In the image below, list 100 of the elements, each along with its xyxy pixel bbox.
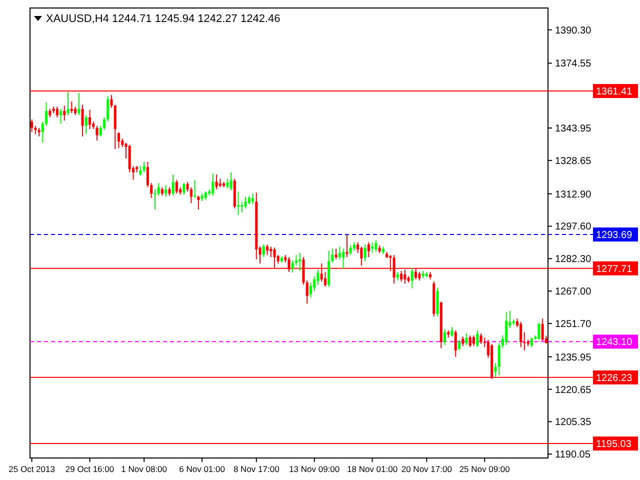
candlestick xyxy=(538,322,540,340)
candlestick xyxy=(313,276,316,292)
y-tick-label: 1282.30 xyxy=(555,254,592,266)
y-tick-label: 1297.60 xyxy=(555,222,592,233)
x-tick-label: 8 Nov 17:00 xyxy=(233,464,280,474)
candlestick xyxy=(240,202,244,214)
candlestick xyxy=(400,270,403,282)
y-tick-label: 1235.95 xyxy=(555,352,592,364)
candlestick xyxy=(164,184,168,198)
candlestick xyxy=(81,104,84,137)
candlestick xyxy=(324,271,326,288)
candlestick xyxy=(294,254,298,266)
candlestick xyxy=(505,312,508,346)
x-tick-label: 20 Nov 17:00 xyxy=(401,464,452,474)
candlestick xyxy=(252,193,254,205)
candlestick xyxy=(41,121,44,144)
candlestick xyxy=(182,182,186,196)
ref-line-label: 1226.23 xyxy=(596,372,633,384)
y-tick-label: 1390.30 xyxy=(555,25,592,36)
candlestick xyxy=(374,240,378,252)
candlestick xyxy=(78,92,80,116)
x-tick-label: 13 Nov 09:00 xyxy=(289,464,340,474)
candlestick xyxy=(175,179,178,194)
candlestick xyxy=(530,337,533,348)
candlestick xyxy=(462,336,464,347)
candlestick xyxy=(197,195,200,210)
candlestick xyxy=(338,246,341,260)
candlestick xyxy=(139,166,142,176)
candlestick xyxy=(194,179,196,198)
candlestick xyxy=(56,106,58,118)
candlestick xyxy=(230,172,232,191)
candlestick xyxy=(371,242,374,254)
candlestick xyxy=(476,330,479,348)
candlestick xyxy=(244,196,247,209)
candlestick xyxy=(84,114,88,135)
ref-line-label: 1277.71 xyxy=(596,264,633,275)
candlestick xyxy=(328,250,330,288)
candlestick xyxy=(70,100,73,114)
candlestick xyxy=(468,335,472,348)
candlestick xyxy=(215,174,218,190)
candlestick xyxy=(465,332,468,346)
ref-line-label: 1293.69 xyxy=(596,230,633,242)
candlestick xyxy=(30,118,34,133)
y-tick-label: 1374.55 xyxy=(555,58,592,70)
candlestick xyxy=(146,161,149,188)
y-tick-label: 1251.70 xyxy=(555,318,592,330)
candlestick xyxy=(480,332,482,345)
candlestick xyxy=(443,328,446,346)
candlestick xyxy=(212,172,214,196)
y-tick-label: 1267.00 xyxy=(555,286,592,298)
candlestick xyxy=(360,246,363,266)
candlestick xyxy=(454,330,457,358)
candlestick xyxy=(541,318,544,342)
candlestick xyxy=(237,191,240,216)
candlestick xyxy=(88,109,92,130)
candlestick xyxy=(450,326,454,338)
candlestick xyxy=(190,186,192,204)
x-tick-label: 25 Oct 2013 xyxy=(8,464,56,474)
candlestick xyxy=(436,287,439,317)
x-tick-label: 29 Oct 16:00 xyxy=(65,464,114,474)
y-tick-label: 1220.65 xyxy=(555,384,592,396)
candlestick xyxy=(342,248,345,270)
candlestick xyxy=(157,182,160,196)
ref-line-label: 1361.41 xyxy=(596,86,633,98)
candlestick xyxy=(150,182,153,198)
candlestick xyxy=(142,161,146,173)
y-tick-label: 1205.35 xyxy=(555,417,592,428)
candlestick xyxy=(346,234,348,258)
ref-line-label: 1195.03 xyxy=(596,439,632,450)
candlestick xyxy=(226,178,229,189)
candlestick xyxy=(494,362,497,378)
x-tick-label: 1 Nov 08:00 xyxy=(121,464,168,474)
candlestick xyxy=(458,339,461,351)
candlestick xyxy=(99,125,102,137)
candlestick xyxy=(266,244,269,256)
ref-line-label: 1243.10 xyxy=(596,337,633,348)
candlestick xyxy=(410,267,414,289)
candlestick xyxy=(520,321,522,348)
candlestick xyxy=(60,108,62,124)
candlestick xyxy=(172,174,174,196)
candlestick xyxy=(367,242,370,258)
candlestick xyxy=(66,91,70,116)
candlestick xyxy=(364,244,366,262)
candlestick xyxy=(96,125,98,142)
candlestick xyxy=(334,248,338,260)
candlestick xyxy=(63,105,66,121)
candlestick xyxy=(349,245,352,256)
y-tick-label: 1343.95 xyxy=(555,124,592,135)
y-tick-label: 1312.90 xyxy=(555,189,592,200)
x-tick-label: 18 Nov 01:00 xyxy=(347,464,398,474)
text: XAUUSD,H4 1244.71 1245.94 1242.27 1242.46 xyxy=(46,13,280,25)
candlestick xyxy=(298,252,302,272)
x-tick-label: 6 Nov 01:00 xyxy=(179,464,226,474)
y-tick-label: 1328.65 xyxy=(555,156,592,167)
candlestick xyxy=(117,132,120,149)
candlestick xyxy=(309,282,312,298)
x-tick-label: 25 Nov 09:00 xyxy=(459,464,510,474)
candlestick xyxy=(45,102,48,126)
candlestick xyxy=(262,244,265,258)
y-tick-label: 1190.05 xyxy=(555,450,591,461)
